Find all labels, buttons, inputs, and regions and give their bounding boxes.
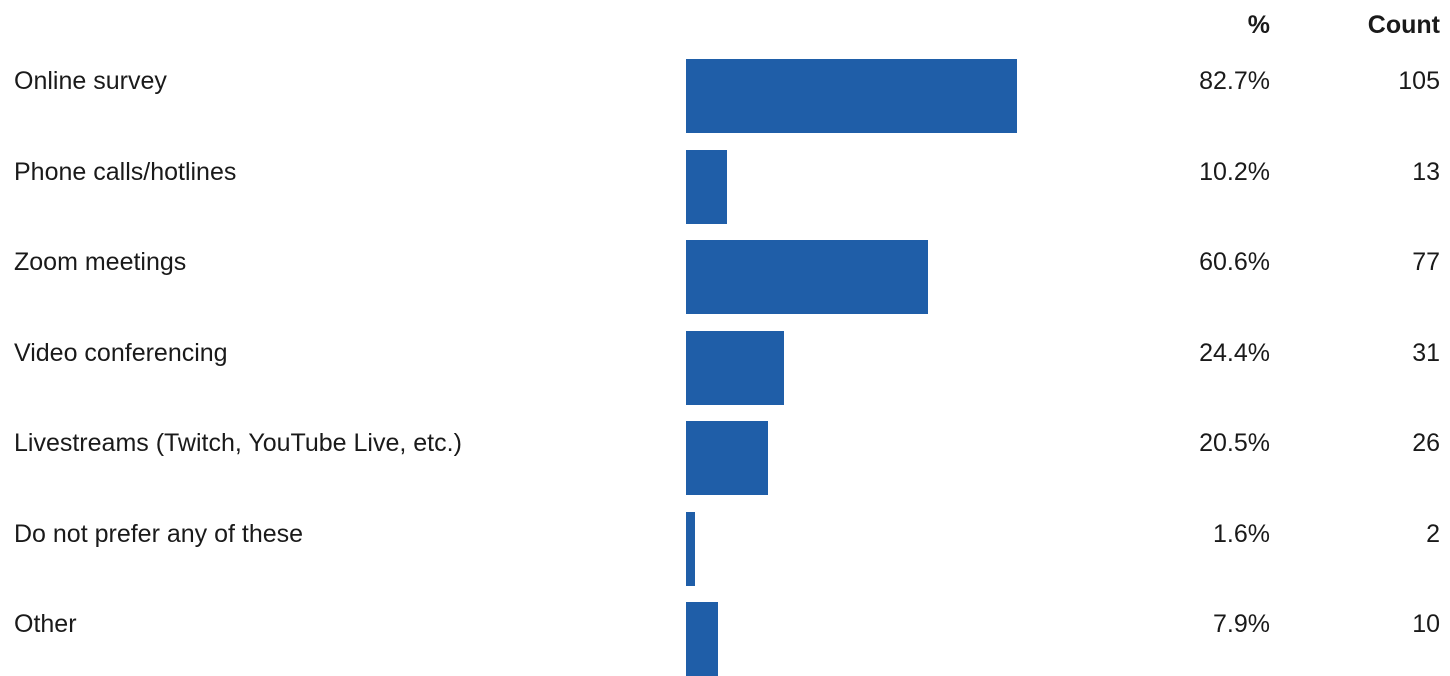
bar	[686, 512, 695, 586]
category-label: Online survey	[14, 67, 167, 95]
percent-value: 7.9%	[1213, 610, 1270, 638]
percent-value: 20.5%	[1199, 429, 1270, 457]
percent-value: 24.4%	[1199, 339, 1270, 367]
count-value: 2	[1426, 520, 1440, 548]
percent-value: 10.2%	[1199, 158, 1270, 186]
percent-column-header: %	[1247, 11, 1270, 39]
bar	[686, 602, 718, 676]
bar	[686, 59, 1017, 133]
category-label: Phone calls/hotlines	[14, 158, 237, 186]
category-label: Do not prefer any of these	[14, 520, 304, 548]
percent-value: 60.6%	[1199, 248, 1270, 276]
count-value: 26	[1412, 429, 1440, 457]
bar	[686, 421, 768, 495]
count-value: 77	[1412, 248, 1440, 276]
count-value: 105	[1398, 67, 1440, 95]
bar	[686, 240, 929, 314]
bar	[686, 331, 784, 405]
bar	[686, 150, 727, 224]
count-column-header: Count	[1367, 11, 1440, 39]
percent-value: 82.7%	[1199, 67, 1270, 95]
count-value: 31	[1412, 339, 1440, 367]
category-label: Other	[14, 610, 77, 638]
percent-value: 1.6%	[1213, 520, 1270, 548]
count-value: 13	[1412, 158, 1440, 186]
category-label: Livestreams (Twitch, YouTube Live, etc.)	[14, 429, 462, 457]
count-value: 10	[1412, 610, 1440, 638]
category-label: Zoom meetings	[14, 248, 187, 276]
category-label: Video conferencing	[14, 339, 228, 367]
